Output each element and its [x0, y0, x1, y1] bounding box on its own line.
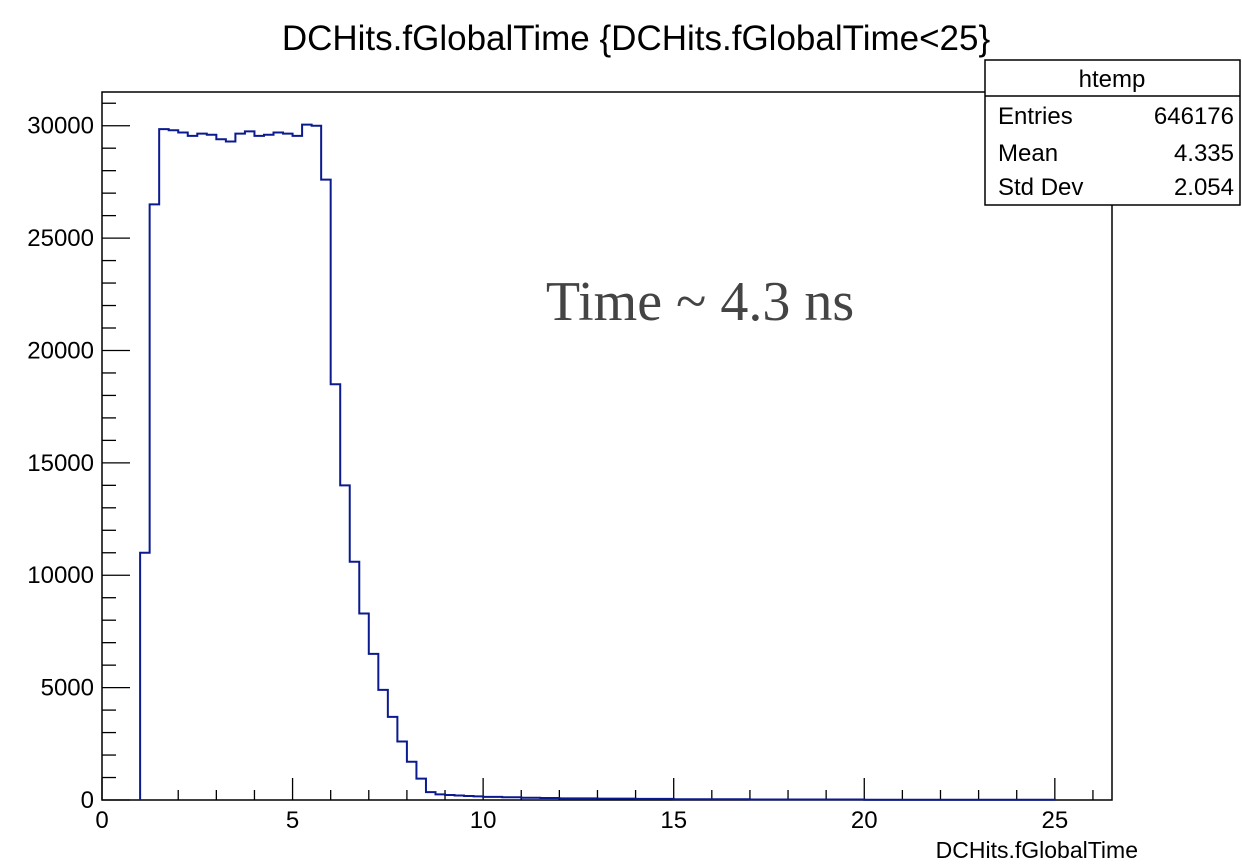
y-axis: 0 5000 10000 15000 20000 25000 30000	[27, 102, 130, 814]
x-axis: 0 5 10 15 20 25	[95, 778, 1094, 834]
stats-entries-value: 646176	[1154, 103, 1234, 130]
x-tick-label: 15	[660, 807, 687, 834]
y-tick-label: 20000	[27, 337, 94, 364]
x-tick-label: 25	[1041, 807, 1068, 834]
x-tick-label: 5	[286, 807, 299, 834]
y-tick-label: 15000	[27, 450, 94, 477]
stats-box: htemp Entries 646176 Mean 4.335 Std Dev …	[984, 59, 1241, 206]
x-tick-label: 0	[95, 807, 108, 834]
histogram-outline	[139, 123, 1056, 801]
x-tick-label: 20	[851, 807, 878, 834]
stats-stddev-label: Std Dev	[998, 174, 1083, 201]
annotation-text: Time ~ 4.3 ns	[546, 271, 854, 333]
x-axis-label: DCHits.fGlobalTime	[936, 837, 1138, 863]
y-tick-label: 30000	[27, 113, 94, 140]
y-tick-label: 0	[81, 787, 94, 814]
stats-box-title: htemp	[1079, 66, 1146, 93]
stats-entries-label: Entries	[998, 103, 1073, 130]
plot-frame	[101, 91, 1113, 801]
stats-mean-label: Mean	[998, 140, 1058, 167]
stats-mean-value: 4.335	[1174, 140, 1234, 167]
y-tick-label: 25000	[27, 225, 94, 252]
stats-stddev-value: 2.054	[1174, 174, 1234, 201]
stats-box-frame	[984, 59, 1241, 206]
y-tick-label: 10000	[27, 562, 94, 589]
chart-title: DCHits.fGlobalTime {DCHits.fGlobalTime<2…	[282, 19, 991, 58]
x-tick-label: 10	[470, 807, 497, 834]
y-tick-label: 5000	[41, 675, 94, 702]
